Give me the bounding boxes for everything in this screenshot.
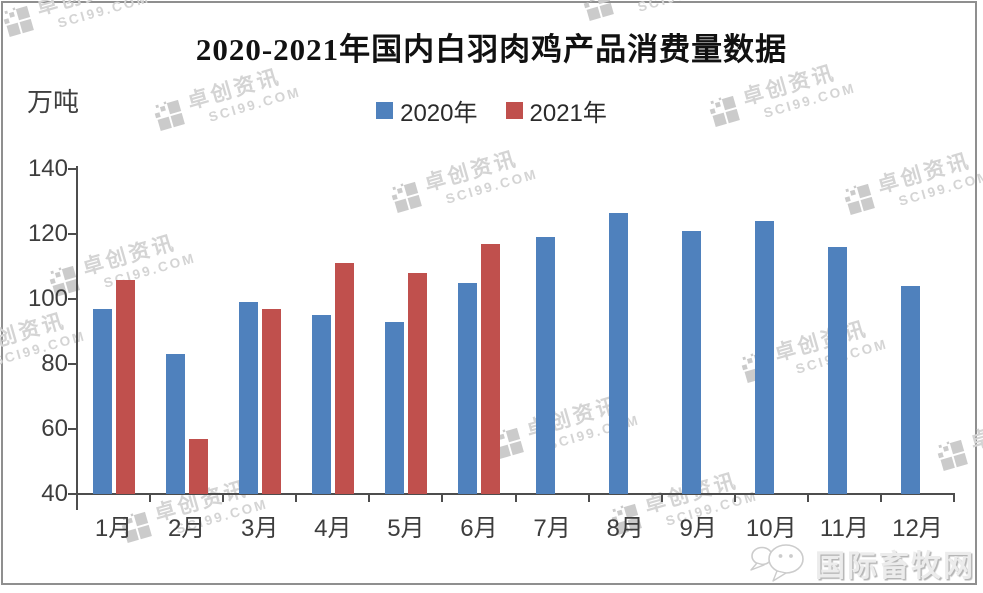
y-tick — [68, 363, 76, 365]
image-border-frame — [1, 1, 977, 585]
y-tick-label: 60 — [41, 415, 68, 442]
footer-brand-logo: 国际畜牧网 — [749, 541, 975, 585]
bar-2020年-4月 — [311, 315, 331, 494]
y-tick-label: 120 — [27, 220, 68, 247]
y-tick — [68, 493, 76, 495]
bar-2020年-12月 — [900, 286, 920, 494]
x-tick — [441, 494, 444, 502]
x-tick — [953, 494, 955, 502]
bar-2021年-3月 — [261, 308, 281, 494]
bar-2020年-5月 — [384, 321, 404, 494]
chart-title: 2020-2021年国内白羽肉鸡产品消费量数据 — [195, 32, 788, 67]
x-tick — [660, 494, 663, 502]
legend-item-2021年: 2021年 — [505, 93, 607, 128]
bar-2021年-2月 — [188, 438, 208, 494]
x-tick-label: 4月 — [314, 515, 352, 542]
x-tick-label: 1月 — [94, 515, 133, 542]
x-tick — [222, 494, 225, 502]
x-tick-label: 6月 — [460, 515, 498, 542]
chat-bubbles-icon — [750, 544, 804, 582]
sci99-grid-icon — [121, 511, 152, 543]
bar-2021年-1月 — [115, 279, 135, 494]
x-tick-label: 11月 — [819, 515, 869, 542]
x-tick — [368, 494, 371, 502]
x-tick — [733, 494, 736, 502]
x-tick-label: 10月 — [745, 515, 797, 542]
sci99-grid-icon — [154, 99, 185, 131]
y-axis-unit-label: 万吨 — [27, 88, 80, 117]
bar-2021年-4月 — [334, 263, 354, 494]
sci99-grid-icon — [844, 183, 875, 215]
legend-item-2020年: 2020年 — [376, 93, 478, 128]
x-tick-label: 2月 — [167, 515, 206, 542]
sci99-grid-icon — [3, 5, 34, 37]
bar-2020年-3月 — [238, 302, 258, 494]
y-tick — [68, 298, 76, 300]
bar-2020年-1月 — [92, 308, 112, 494]
bar-2020年-6月 — [457, 282, 477, 494]
x-tick-label: 3月 — [241, 515, 279, 542]
x-tick — [806, 494, 809, 502]
sci99-grid-icon — [493, 427, 524, 459]
footer-brand-name: 国际畜牧网 — [815, 550, 975, 583]
bar-2021年-5月 — [407, 273, 427, 494]
sci99-grid-icon — [391, 181, 422, 213]
x-tick-label: 12月 — [892, 515, 943, 542]
legend-label: 2021年 — [529, 100, 607, 127]
sci99-grid-icon — [611, 503, 642, 535]
y-tick — [68, 428, 76, 430]
legend-label: 2020年 — [400, 100, 478, 127]
x-tick — [587, 494, 590, 502]
legend-swatch-icon — [505, 102, 523, 119]
bar-2020年-10月 — [754, 221, 774, 494]
y-tick-label: 40 — [41, 480, 68, 507]
bar-2020年-8月 — [608, 212, 628, 494]
x-tick-label: 5月 — [387, 515, 425, 542]
chart-legend: 2020年 2021年 — [0, 93, 983, 128]
sci99-grid-icon — [583, 0, 614, 21]
y-tick — [68, 168, 76, 170]
y-tick-label: 100 — [27, 285, 68, 312]
bar-2020年-7月 — [535, 237, 555, 494]
x-tick — [514, 494, 517, 502]
x-tick — [76, 494, 78, 510]
y-tick — [68, 233, 76, 235]
bar-2020年-11月 — [827, 247, 847, 494]
bar-2021年-6月 — [480, 243, 500, 494]
bar-2020年-2月 — [165, 354, 185, 494]
y-tick-label: 80 — [41, 350, 68, 377]
x-tick-label: 7月 — [533, 515, 571, 542]
x-tick — [879, 494, 882, 502]
sci99-grid-icon — [937, 439, 968, 471]
x-tick — [295, 494, 298, 502]
bar-2020年-9月 — [681, 230, 701, 494]
sci99-grid-icon — [709, 95, 740, 127]
x-tick-label: 8月 — [606, 515, 644, 542]
x-tick-label: 9月 — [679, 515, 717, 542]
x-tick — [149, 494, 152, 502]
y-tick-label: 140 — [27, 155, 68, 182]
legend-swatch-icon — [376, 102, 394, 119]
y-axis-line — [75, 166, 78, 497]
